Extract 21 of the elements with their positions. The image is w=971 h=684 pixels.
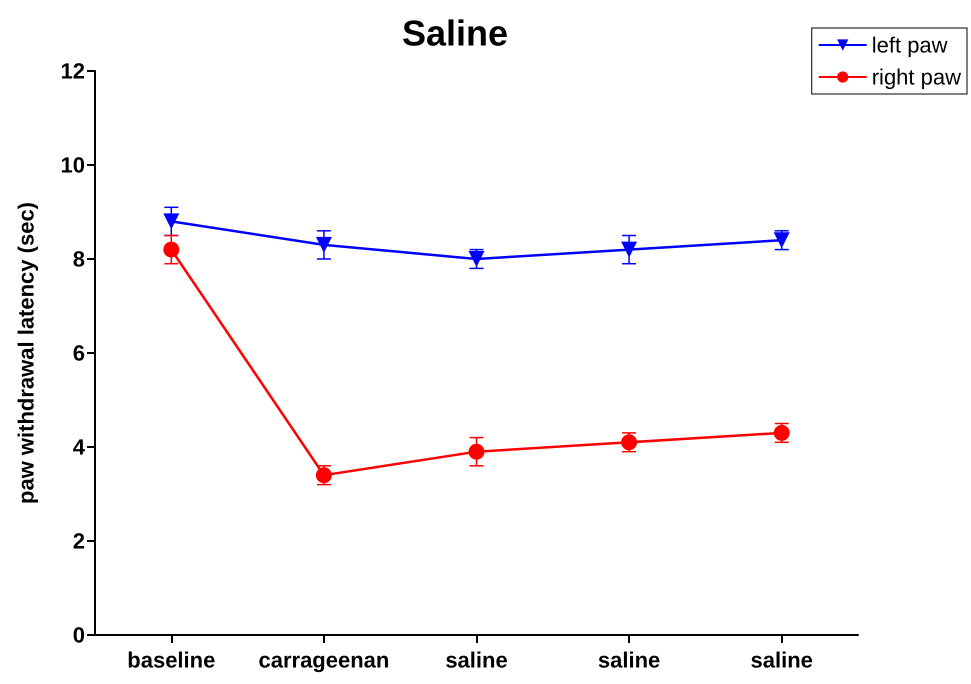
y-tick-label: 12 bbox=[60, 58, 85, 84]
y-tick-label: 0 bbox=[72, 622, 85, 648]
y-tick-label: 6 bbox=[72, 340, 85, 366]
point bbox=[163, 213, 180, 230]
legend-label: right paw bbox=[872, 64, 962, 90]
point bbox=[163, 242, 180, 258]
x-tick-label: saline bbox=[750, 648, 813, 672]
y-tick-label: 10 bbox=[60, 152, 85, 178]
x-tick-label: saline bbox=[598, 648, 660, 672]
legend-label: left paw bbox=[872, 32, 948, 58]
x-tick-label: saline bbox=[445, 648, 508, 672]
y-tick-label: 4 bbox=[72, 434, 86, 460]
x-tick-label: baseline bbox=[127, 648, 216, 672]
y-tick-label: 2 bbox=[72, 528, 85, 554]
chart-title: Saline bbox=[402, 12, 508, 54]
point bbox=[468, 444, 484, 460]
point bbox=[316, 236, 332, 253]
point bbox=[621, 242, 638, 258]
y-axis-title: paw withdrawal latency (sec) bbox=[14, 202, 38, 504]
x-tick-label: carrageenan bbox=[258, 648, 390, 672]
y-tick-label: 8 bbox=[72, 246, 85, 272]
